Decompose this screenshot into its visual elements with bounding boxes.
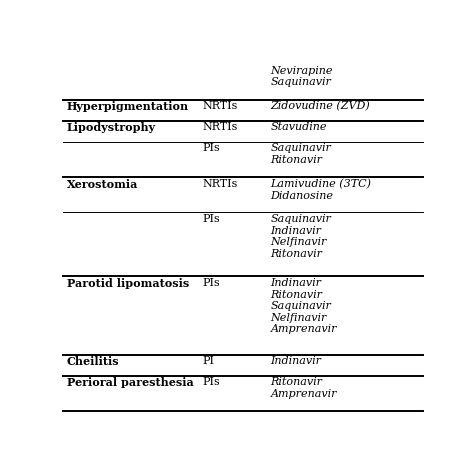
Text: Stavudine: Stavudine xyxy=(271,122,327,132)
Text: PIs: PIs xyxy=(202,214,220,224)
Text: Nevirapine
Saquinavir: Nevirapine Saquinavir xyxy=(271,66,333,88)
Text: PIs: PIs xyxy=(202,278,220,288)
Text: Lipodystrophy: Lipodystrophy xyxy=(66,122,156,133)
Text: NRTIs: NRTIs xyxy=(202,101,238,111)
Text: Indinavir: Indinavir xyxy=(271,356,321,366)
Text: Zidovudine (ZVD): Zidovudine (ZVD) xyxy=(271,101,370,111)
Text: Xerostomia: Xerostomia xyxy=(66,179,138,190)
Text: PI: PI xyxy=(202,356,215,366)
Text: Saquinavir
Ritonavir: Saquinavir Ritonavir xyxy=(271,143,331,165)
Text: Parotid lipomatosis: Parotid lipomatosis xyxy=(66,278,189,289)
Text: PIs: PIs xyxy=(202,143,220,153)
Text: NRTIs: NRTIs xyxy=(202,179,238,189)
Text: NRTIs: NRTIs xyxy=(202,122,238,132)
Text: Indinavir
Ritonavir
Saquinavir
Nelfinavir
Amprenavir: Indinavir Ritonavir Saquinavir Nelfinavi… xyxy=(271,278,337,334)
Text: Cheilitis: Cheilitis xyxy=(66,356,119,367)
Text: Perioral paresthesia: Perioral paresthesia xyxy=(66,377,193,388)
Text: Ritonavir
Amprenavir: Ritonavir Amprenavir xyxy=(271,377,337,399)
Text: Saquinavir
Indinavir
Nelfinavir
Ritonavir: Saquinavir Indinavir Nelfinavir Ritonavi… xyxy=(271,214,331,259)
Text: PIs: PIs xyxy=(202,377,220,387)
Text: Lamivudine (3TC)
Didanosine: Lamivudine (3TC) Didanosine xyxy=(271,179,372,201)
Text: Hyperpigmentation: Hyperpigmentation xyxy=(66,101,189,112)
